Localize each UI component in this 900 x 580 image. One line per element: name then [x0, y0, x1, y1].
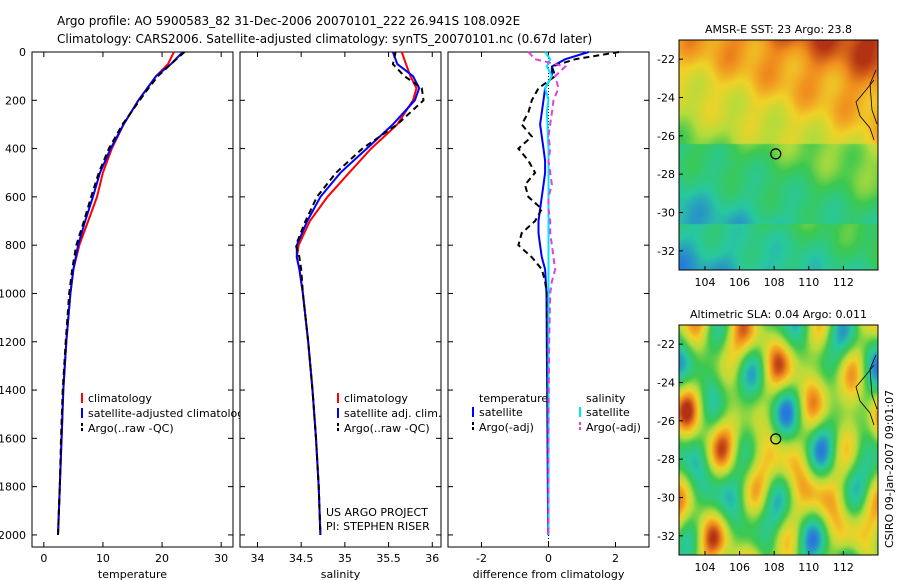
y-tick-label: -28: [657, 453, 675, 466]
y-tick-label: -24: [657, 92, 675, 105]
plot-frame: [239, 51, 442, 548]
y-tick-label: -30: [657, 492, 675, 505]
series-line-argo---raw--qc-: [294, 51, 425, 535]
x-tick-label: 2: [612, 552, 619, 565]
x-tick-label: 10: [96, 552, 110, 565]
legend-entry: climatology: [344, 392, 408, 405]
x-tick-label: -2: [476, 552, 487, 565]
legend-entry: Argo(..raw -QC): [344, 422, 430, 435]
legend-entry: Argo(-adj): [479, 421, 534, 434]
map-title: Altimetric SLA: 0.04 Argo: 0.011: [690, 308, 867, 321]
y-tick-label: -28: [657, 168, 675, 181]
x-tick-label: 35.5: [376, 552, 401, 565]
y-tick-label: -32: [657, 245, 675, 258]
map-image: [679, 325, 878, 555]
legend-entry: climatology: [88, 392, 152, 405]
y-tick-label: -24: [657, 377, 675, 390]
legend-entry: satellite adj. clim.: [344, 407, 441, 420]
series-line-satellite-adjusted-climatology: [57, 51, 184, 535]
x-tick-label: 108: [764, 276, 785, 289]
annotation-text: US ARGO PROJECT: [326, 506, 428, 519]
y-tick-label: 0: [19, 46, 26, 59]
plot-frame: [31, 51, 234, 548]
y-tick-label: -26: [657, 415, 675, 428]
y-tick-label: 600: [5, 191, 26, 204]
y-tick-label: -22: [657, 53, 675, 66]
argo-position-marker: [770, 148, 782, 160]
x-axis-label: difference from climatology: [473, 568, 625, 580]
x-tick-label: 110: [798, 561, 819, 574]
timestamp-label: CSIRO 09-Jan-2007 09:01:07: [883, 390, 896, 548]
coastline: [855, 364, 875, 426]
figure-title-line2: Climatology: CARS2006. Satellite-adjuste…: [57, 32, 592, 46]
legend-title: temperature: [479, 392, 548, 405]
y-tick-label: 1000: [0, 287, 26, 300]
series-line-argo--adj-: [527, 51, 568, 535]
x-tick-label: 36: [425, 552, 439, 565]
y-tick-label: -22: [657, 338, 675, 351]
x-axis-label: temperature: [98, 568, 167, 580]
annotation-text: PI: STEPHEN RISER: [326, 520, 430, 533]
y-tick-label: 1200: [0, 336, 26, 349]
sla-map-panel: 104 106 108 110 112 -22 -24 -26 -28 -30 -32 Altimet…: [657, 308, 879, 574]
y-tick-label: 200: [5, 94, 26, 107]
x-tick-label: 0: [545, 552, 552, 565]
legend-entry: Argo(-adj): [586, 421, 641, 434]
y-tick-label: 2000: [0, 529, 26, 542]
x-tick-label: 106: [729, 276, 750, 289]
legend-entry: satellite-adjusted climatology: [88, 407, 251, 420]
y-tick-label: 400: [5, 143, 26, 156]
map-frame: [678, 39, 879, 271]
y-tick-label: 1600: [0, 432, 26, 445]
y-tick-label: -30: [657, 207, 675, 220]
sst-map-panel: 104 106 108 110 112 -22 -24 -26 -28 -30 -32 AMSR-E …: [657, 23, 879, 289]
x-tick-label: 112: [833, 276, 854, 289]
map-frame: [678, 324, 879, 556]
x-tick-label: 30: [214, 552, 228, 565]
difference-panel: -2 0 2 difference from climatology temperatu…: [447, 51, 650, 580]
y-tick-label: 1400: [0, 384, 26, 397]
legend-entry: satellite: [479, 406, 523, 419]
coastline: [869, 69, 878, 125]
series-line-argo--adj-: [517, 51, 620, 535]
x-tick-label: 35: [338, 552, 352, 565]
x-tick-label: 34: [250, 552, 264, 565]
temperature-panel: 0 10 20 30 0 200 400 600 800 1000 1200 1400 1600 1800…: [0, 46, 251, 580]
map-title: AMSR-E SST: 23 Argo: 23.8: [705, 23, 852, 36]
x-tick-label: 112: [833, 561, 854, 574]
coastline: [869, 354, 878, 410]
y-tick-label: 1800: [0, 481, 26, 494]
x-tick-label: 106: [729, 561, 750, 574]
y-tick-label: -26: [657, 130, 675, 143]
series-line-satellite: [544, 51, 554, 535]
argo-position-marker: [770, 433, 782, 445]
legend-entry: satellite: [586, 406, 630, 419]
x-tick-label: 108: [764, 561, 785, 574]
legend-entry: Argo(..raw -QC): [88, 422, 174, 435]
x-tick-label: 20: [155, 552, 169, 565]
map-image: [679, 40, 878, 270]
salinity-panel: 34 34.5 35 35.5 36 salinity climatology satelli…: [239, 51, 442, 580]
x-tick-label: 110: [798, 276, 819, 289]
x-tick-label: 0: [40, 552, 47, 565]
coastline: [855, 79, 875, 141]
y-tick-label: 800: [5, 239, 26, 252]
x-tick-label: 34.5: [289, 552, 314, 565]
figure-title-line1: Argo profile: AO 5900583_82 31-Dec-2006 …: [57, 14, 520, 28]
y-tick-label: -32: [657, 530, 675, 543]
x-tick-label: 104: [694, 561, 715, 574]
x-axis-label: salinity: [321, 568, 361, 580]
x-tick-label: 104: [694, 276, 715, 289]
legend-title: salinity: [586, 392, 626, 405]
